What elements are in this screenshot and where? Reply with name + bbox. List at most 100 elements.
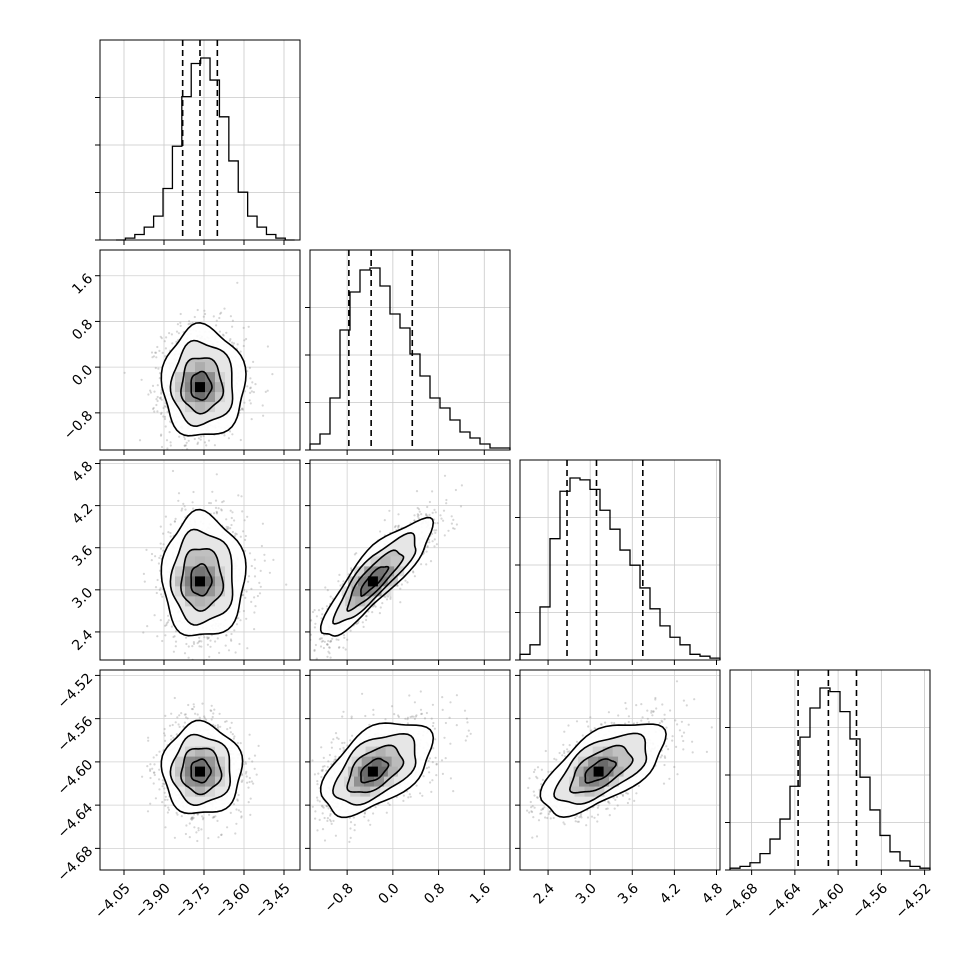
scatter-point [188,320,190,322]
scatter-point [329,647,331,649]
scatter-point [212,712,214,714]
scatter-point [254,559,256,561]
scatter-point [235,651,237,653]
scatter-point [208,440,210,442]
scatter-point [162,785,164,787]
scatter-point [151,559,153,561]
scatter-point [233,803,235,805]
scatter-point [158,751,160,753]
scatter-point [431,490,433,492]
scatter-point [176,331,178,333]
scatter-point [228,649,230,651]
scatter-point [433,509,435,511]
scatter-point [249,377,251,379]
scatter-point [177,500,179,502]
scatter-point [350,630,352,632]
scatter-point [208,656,210,658]
scatter-point [149,803,151,805]
scatter-point [338,574,340,576]
scatter-point [198,637,200,639]
scatter-point [263,554,265,556]
scatter-point [194,316,196,318]
scatter-point [244,550,246,552]
scatter-point [330,657,332,659]
scatter-point [254,567,256,569]
scatter-point [225,634,227,636]
scatter-point [213,512,215,514]
scatter-point [183,726,185,728]
scatter-point [189,822,191,824]
density-cell [175,576,185,586]
scatter-point [226,826,228,828]
scatter-point [207,637,209,639]
scatter-point [339,584,341,586]
scatter-point [229,338,231,340]
scatter-point [157,396,159,398]
scatter-point [155,586,157,588]
scatter-point [216,820,218,822]
scatter-point [455,489,457,491]
scatter-point [184,509,186,511]
scatter-point [426,515,428,517]
scatter-point [322,640,324,642]
scatter-point [156,592,158,594]
scatter-point [204,441,206,443]
scatter-point [153,391,155,393]
scatter-point [253,611,255,613]
scatter-point [160,393,162,395]
scatter-point [187,662,189,664]
scatter-point [230,812,232,814]
scatter-point [217,637,219,639]
scatter-point [223,308,225,310]
scatter-point [267,345,269,347]
scatter-point [179,322,181,324]
scatter-point [192,491,194,493]
scatter-point [163,543,165,545]
scatter-point [379,530,381,532]
scatter-point [143,573,145,575]
scatter-point [316,658,318,660]
scatter-point [243,345,245,347]
scatter-point [230,315,232,317]
scatter-point [161,801,163,803]
density-cell [175,382,185,392]
scatter-point [460,505,462,507]
density-cell [185,382,195,392]
scatter-point [305,639,307,641]
scatter-point [235,808,237,810]
scatter-point [207,837,209,839]
scatter-point [151,356,153,358]
scatter-point [271,373,273,375]
scatter-point [327,644,329,646]
scatter-point [321,608,323,610]
scatter-point [336,638,338,640]
density-panel-3-0 [95,670,300,875]
scatter-point [231,511,233,513]
scatter-point [324,586,326,588]
scatter-point [164,634,166,636]
scatter-point [246,775,248,777]
scatter-point [187,704,189,706]
scatter-point [147,393,149,395]
scatter-point [417,513,419,515]
scatter-point [196,840,198,842]
scatter-point [258,582,260,584]
density-cell [205,362,215,372]
scatter-point [185,637,187,639]
scatter-point [165,406,167,408]
scatter-point [178,436,180,438]
scatter-point [155,367,157,369]
scatter-point [160,587,162,589]
scatter-point [184,652,186,654]
scatter-point [151,553,153,555]
density-cell [195,362,205,372]
scatter-point [144,581,146,583]
scatter-point [247,581,249,583]
scatter-point [386,598,388,600]
scatter-point [326,605,328,607]
scatter-point [184,722,186,724]
scatter-point [167,531,169,533]
scatter-point [194,713,196,715]
scatter-point [181,509,183,511]
scatter-point [229,430,231,432]
